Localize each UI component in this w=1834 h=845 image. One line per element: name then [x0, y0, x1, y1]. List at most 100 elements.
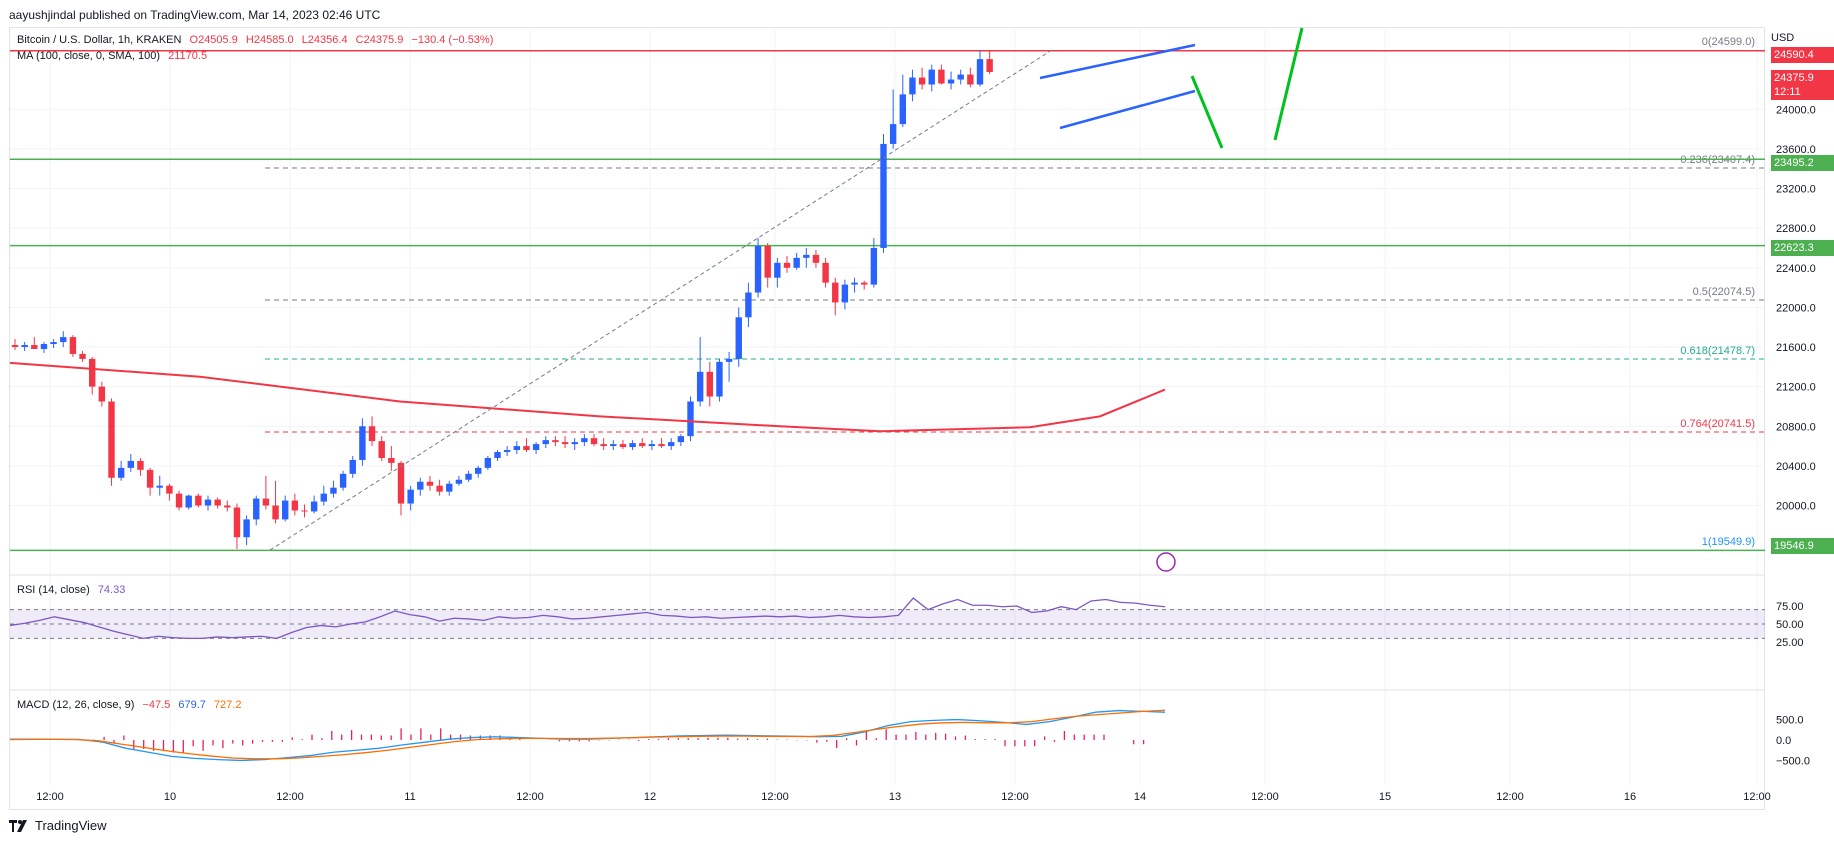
- time-tick-label: 12:00: [1743, 791, 1771, 803]
- candle-body: [60, 337, 67, 343]
- candle-body: [166, 485, 173, 494]
- time-tick-label: 12:00: [516, 791, 544, 803]
- candle-body: [108, 401, 115, 478]
- price-tick-label: 23200.0: [1776, 184, 1816, 196]
- rsi-label: RSI (14, close): [17, 584, 90, 596]
- candle-body: [407, 489, 414, 504]
- candle-body: [204, 499, 212, 506]
- macd-tick-label: 500.0: [1776, 715, 1804, 727]
- candle-body: [610, 444, 617, 447]
- macd-legend: MACD (12, 26, close, 9) −47.5 679.7 727.…: [17, 699, 246, 711]
- candle-body: [967, 74, 974, 85]
- candle-body: [513, 446, 520, 451]
- candle-body: [224, 505, 231, 508]
- time-tick-label: 16: [1624, 791, 1636, 803]
- candle-body: [764, 245, 771, 278]
- candle-body: [50, 342, 57, 345]
- candle-body: [185, 495, 192, 508]
- footer-brand-label: TradingView: [35, 818, 107, 833]
- candle-body: [282, 500, 289, 520]
- fib-level-label: 1(19549.9): [1702, 536, 1755, 548]
- candle-body: [600, 444, 607, 447]
- price-tag-resistance-2: 22623.3: [1771, 240, 1834, 256]
- candle-body: [523, 446, 530, 451]
- price-tick-label: 20000.0: [1776, 501, 1816, 513]
- candle-body: [928, 69, 935, 85]
- ohlc-open: O24505.9: [189, 34, 238, 46]
- candle-body: [696, 371, 704, 402]
- time-tick-label: 12:00: [761, 791, 789, 803]
- candle-body: [417, 481, 424, 490]
- time-tick-label: 12:00: [36, 791, 64, 803]
- candle-body: [291, 500, 299, 511]
- candle-body: [677, 436, 685, 443]
- candle-body: [658, 444, 665, 447]
- ohlc-change: −130.4 (−0.53%): [411, 34, 494, 46]
- time-tick-label: 12:00: [1251, 791, 1279, 803]
- candle-body: [137, 460, 144, 470]
- chart-frame: [9, 27, 1765, 810]
- macd-tick-label: 0.0: [1776, 735, 1791, 747]
- candle-body: [436, 485, 443, 492]
- candle-body: [745, 292, 752, 318]
- candle-body: [542, 440, 549, 445]
- candle-body: [330, 487, 337, 494]
- candle-body: [774, 262, 781, 278]
- footer-brand[interactable]: TradingView: [9, 818, 107, 833]
- candle-body: [957, 74, 964, 80]
- candle-body: [851, 282, 858, 285]
- candle-body: [465, 473, 472, 480]
- candle-body: [494, 452, 501, 458]
- symbol-legend: Bitcoin / U.S. Dollar, 1h, KRAKEN O24505…: [17, 34, 498, 46]
- candle-body: [899, 94, 906, 125]
- ohlc-low: L24356.4: [301, 34, 348, 46]
- time-tick-label: 12:00: [1496, 791, 1524, 803]
- candle-body: [754, 245, 762, 293]
- candle-body: [532, 444, 540, 451]
- fib-level-label: 0.5(22074.5): [1693, 286, 1755, 298]
- publisher-credit: aayushjindal published on TradingView.co…: [9, 8, 381, 22]
- candle-body: [233, 507, 241, 538]
- candle-body: [127, 460, 134, 468]
- candle-body: [880, 143, 887, 248]
- fib-level-label: 0.764(20741.5): [1680, 418, 1755, 430]
- candle-body: [484, 457, 492, 468]
- rsi-tick-label: 25.00: [1776, 637, 1804, 649]
- price-tick-label: 23600.0: [1776, 144, 1816, 156]
- time-tick-label: 11: [404, 791, 415, 803]
- candle-body: [388, 457, 395, 463]
- candle-body: [117, 467, 125, 478]
- candle-body: [301, 510, 308, 512]
- macd-tick-label: −500.0: [1776, 755, 1810, 767]
- candle-body: [629, 443, 636, 448]
- candle-body: [272, 505, 279, 520]
- candle-body: [359, 426, 366, 460]
- candle-body: [552, 440, 559, 443]
- candle-body: [986, 59, 993, 73]
- rsi-tick-label: 75.00: [1776, 601, 1804, 613]
- candle-body: [648, 444, 656, 447]
- candle-body: [947, 79, 955, 84]
- price-tag-last: 24375.9: [1771, 70, 1834, 86]
- candle-body: [31, 345, 38, 349]
- ohlc-high: H24585.0: [245, 34, 294, 46]
- macd-hist-value: −47.5: [142, 699, 171, 711]
- candle-body: [503, 450, 511, 453]
- candle-body: [195, 495, 202, 506]
- price-tick-label: 20800.0: [1776, 421, 1816, 433]
- candle-body: [938, 69, 945, 84]
- candle-body: [976, 59, 984, 85]
- time-tick-label: 15: [1379, 791, 1391, 803]
- currency-label: USD: [1771, 32, 1795, 44]
- price-tick-label: 21600.0: [1776, 342, 1816, 354]
- projection-up-arrow: [1273, 27, 1304, 141]
- time-tick-label: 14: [1134, 791, 1146, 803]
- candle-body: [310, 501, 318, 512]
- candle-body: [571, 442, 578, 445]
- candle-body: [475, 467, 482, 474]
- candle-body: [320, 493, 327, 502]
- channel-upper-line: [1039, 43, 1196, 80]
- price-tag-resistance-top: 24590.4: [1771, 47, 1834, 63]
- candle-body: [725, 358, 733, 362]
